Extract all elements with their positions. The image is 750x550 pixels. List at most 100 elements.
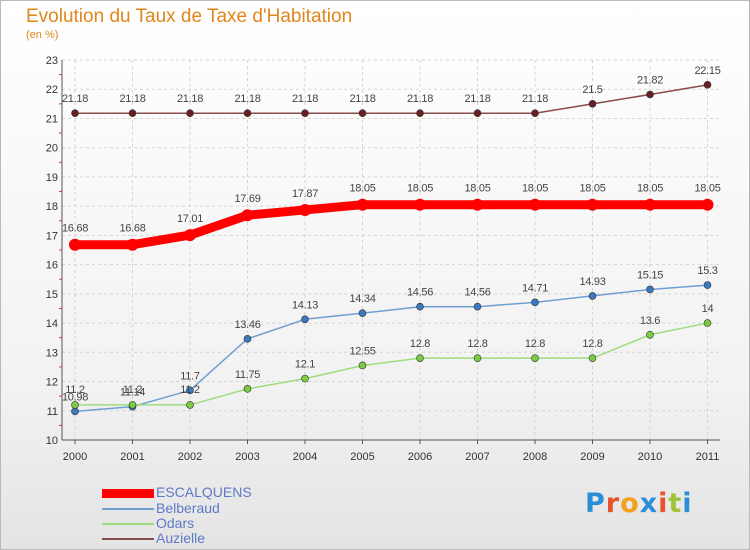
- y-tick-label: 14: [46, 318, 58, 330]
- series-line-auzielle: [74, 84, 709, 114]
- data-point-auzielle: [358, 109, 367, 117]
- data-label-auzielle: 21.82: [637, 74, 663, 86]
- data-label-escalquens: 18.05: [694, 183, 720, 195]
- legend-swatch: [102, 489, 154, 498]
- data-label-escalquens: 18.05: [579, 183, 605, 195]
- data-point-belberaud: [703, 281, 712, 289]
- logo-letter: i: [682, 488, 693, 519]
- series-line-odars: [74, 322, 709, 406]
- data-point-odars: [301, 374, 309, 383]
- axes: 10 11 12 13 14 15 16 17 18 19 20 21 22 23 2000 2001 2002…: [46, 55, 720, 463]
- data-label-odars: 12.8: [467, 338, 487, 350]
- data-point-belberaud: [646, 285, 654, 294]
- logo-letter: x: [639, 488, 659, 519]
- data-point-escalquens: [529, 198, 541, 211]
- series-belberaud: [71, 281, 712, 416]
- data-point-auzielle: [531, 109, 539, 117]
- y-tick-label: 21: [46, 113, 58, 125]
- data-point-auzielle: [243, 109, 252, 117]
- data-point-odars: [588, 354, 597, 362]
- data-point-auzielle: [128, 109, 137, 117]
- data-point-auzielle: [703, 81, 712, 89]
- data-point-belberaud: [473, 302, 482, 311]
- data-label-odars: 11.2: [123, 384, 143, 396]
- data-label-belberaud: 11.14: [120, 387, 145, 399]
- data-label-escalquens: 18.05: [637, 183, 663, 195]
- data-point-belberaud: [588, 292, 597, 300]
- data-label-auzielle: 21.18: [407, 93, 433, 105]
- data-label-auzielle: 21.18: [522, 93, 548, 105]
- data-point-auzielle: [71, 109, 79, 117]
- series-lines: [69, 81, 714, 416]
- x-tick-label: 2007: [465, 451, 489, 463]
- data-point-odars: [186, 401, 194, 409]
- data-label-auzielle: 21.18: [464, 93, 490, 105]
- data-point-escalquens: [701, 198, 714, 211]
- data-label-odars: 11.2: [65, 384, 85, 396]
- data-label-odars: 12.1: [295, 359, 315, 371]
- data-point-odars: [473, 354, 482, 362]
- data-labels: 16.68 16.68 17.01 17.69 17.87 18.05 18.05 18.05…: [62, 65, 721, 404]
- x-tick-label: 2005: [350, 451, 374, 463]
- data-point-odars: [128, 401, 137, 409]
- data-label-belberaud: 15.15: [637, 269, 663, 281]
- grid: [62, 59, 720, 441]
- data-label-odars: 12.55: [349, 345, 375, 357]
- data-label-escalquens: 18.05: [407, 183, 433, 195]
- data-point-odars: [703, 319, 712, 327]
- data-label-odars: 12.8: [525, 338, 545, 350]
- data-point-belberaud: [301, 315, 309, 324]
- data-point-escalquens: [126, 238, 139, 251]
- data-point-auzielle: [186, 109, 194, 117]
- data-point-odars: [531, 354, 539, 362]
- legend-swatch: [102, 523, 154, 525]
- data-label-belberaud: 13.46: [234, 319, 260, 331]
- data-point-escalquens: [356, 198, 369, 211]
- data-label-auzielle: 21.18: [234, 93, 260, 105]
- data-label-belberaud: 14.56: [407, 287, 433, 299]
- data-point-escalquens: [414, 198, 426, 211]
- data-label-belberaud: 14.93: [579, 276, 605, 288]
- data-label-auzielle: 21.18: [292, 93, 318, 105]
- legend-label: Auzielle: [156, 530, 206, 546]
- x-tick-label: 2010: [638, 451, 662, 463]
- data-label-odars: 12.8: [582, 338, 602, 350]
- data-label-belberaud: 10.98: [62, 391, 88, 403]
- data-label-escalquens: 17.01: [177, 213, 203, 225]
- y-tick-label: 22: [46, 84, 58, 96]
- logo-letter: P: [585, 488, 606, 519]
- data-point-auzielle: [416, 109, 424, 117]
- proxiti-logo: Proxiti: [585, 488, 693, 519]
- data-point-odars: [416, 354, 424, 362]
- y-tick-label: 19: [46, 172, 58, 184]
- logo-letter: o: [620, 488, 640, 519]
- data-point-escalquens: [69, 238, 81, 251]
- data-label-escalquens: 18.05: [522, 183, 548, 195]
- data-point-escalquens: [241, 209, 254, 222]
- legend-label: Belberaud: [156, 500, 220, 516]
- data-label-escalquens: 18.05: [349, 183, 375, 195]
- x-tick-label: 2001: [120, 451, 144, 463]
- data-label-odars: 14: [702, 303, 714, 315]
- legend-swatch: [102, 538, 154, 540]
- y-tick-label: 16: [46, 260, 58, 272]
- series-auzielle: [71, 81, 712, 117]
- data-label-belberaud: 14.13: [292, 299, 318, 311]
- series-escalquens: [69, 198, 714, 251]
- x-tick-label: 2006: [408, 451, 432, 463]
- data-point-auzielle: [473, 109, 482, 117]
- data-label-belberaud: 14.34: [349, 293, 375, 305]
- data-point-escalquens: [299, 203, 311, 216]
- y-tick-label: 12: [46, 377, 58, 389]
- logo-letter: r: [605, 488, 621, 519]
- x-tick-label: 2004: [293, 451, 317, 463]
- x-tick-label: 2000: [63, 451, 87, 463]
- x-tick-label: 2002: [178, 451, 202, 463]
- series-line-escalquens: [70, 200, 712, 250]
- y-tick-label: 23: [46, 55, 58, 67]
- data-point-belberaud: [416, 302, 424, 311]
- y-tick-label: 13: [46, 347, 58, 359]
- data-point-belberaud: [186, 386, 194, 395]
- data-label-auzielle: 21.18: [349, 93, 375, 105]
